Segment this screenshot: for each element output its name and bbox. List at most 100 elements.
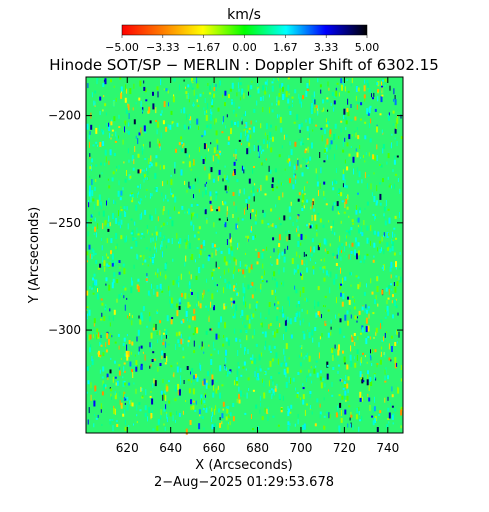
heatmap-cell [154,380,157,387]
heatmap-cell [364,160,366,163]
heatmap-cell [341,84,343,91]
heatmap-cell [314,327,317,331]
heatmap-cell [271,289,274,295]
heatmap-cell [361,232,364,237]
heatmap-cell [188,161,191,168]
heatmap-cell [243,301,246,306]
heatmap-cell [262,107,264,113]
heatmap-cell [311,202,313,209]
heatmap-cell [373,336,375,339]
heatmap-cell [351,78,353,84]
heatmap-cell [235,337,238,342]
heatmap-cell [329,413,331,419]
heatmap-cell [323,415,326,418]
heatmap-cell [101,376,104,379]
heatmap-cell [392,110,395,114]
heatmap-cell [357,316,358,319]
heatmap-cell [394,99,397,106]
heatmap-cell [251,294,254,299]
heatmap-cell [157,91,159,98]
heatmap-cell [330,140,333,145]
heatmap-cell [282,395,284,401]
heatmap-cell [271,184,274,188]
heatmap-cell [343,115,345,120]
heatmap-cell [108,315,110,321]
heatmap-cell [378,413,381,416]
heatmap-cell [262,209,264,213]
heatmap-cell [134,237,137,240]
heatmap-cell [194,327,197,333]
heatmap-cell [219,392,221,399]
heatmap-cell [339,378,342,382]
heatmap-cell [338,207,340,213]
heatmap-cell [361,306,364,311]
heatmap-cell [259,368,262,372]
heatmap-cell [354,249,356,256]
heatmap-cell [249,318,251,324]
heatmap-cell [247,349,249,355]
heatmap-cell [273,345,276,349]
heatmap-cell [101,302,104,306]
heatmap-cell [213,423,216,430]
heatmap-cell [166,413,168,419]
heatmap-cell [340,382,342,385]
heatmap-cell [241,88,244,95]
heatmap-cell [193,340,195,347]
heatmap-cell [378,240,381,244]
heatmap-cell [155,107,157,114]
heatmap-cell [142,306,145,312]
heatmap-cell [339,328,342,335]
heatmap-cell [324,248,326,252]
heatmap-cell [279,323,281,328]
heatmap-cell [200,394,203,401]
heatmap-cell [142,263,144,266]
heatmap-cell [257,145,259,152]
heatmap-cell [89,156,91,159]
heatmap-cell [311,142,313,149]
heatmap-cell [156,86,159,91]
heatmap-cell [249,303,251,309]
heatmap-cell [316,372,319,378]
heatmap-cell [205,394,206,398]
heatmap-cell [178,276,180,282]
heatmap-cell [192,333,195,336]
heatmap-cell [306,126,309,132]
heatmap-cell [319,84,322,88]
heatmap-cell [187,211,189,214]
heatmap-cell [151,283,152,289]
heatmap-cell [193,406,195,411]
heatmap-cell [237,362,239,366]
heatmap-cell [357,336,359,341]
heatmap-cell [392,294,394,298]
heatmap-cell [346,166,349,171]
heatmap-cell [225,357,227,364]
heatmap-cell [314,107,316,113]
plot-frame [85,76,404,434]
heatmap-cell [289,422,291,426]
heatmap-cell [316,181,319,187]
heatmap-cell [287,406,289,411]
heatmap-cell [157,366,159,372]
heatmap-cell [279,223,282,226]
heatmap-cell [90,394,92,401]
heatmap-cell [157,121,160,128]
heatmap-cell [223,287,224,294]
heatmap-cell [234,122,237,125]
heatmap-cell [223,269,225,275]
heatmap-cell [389,248,392,253]
heatmap-cell [278,393,281,399]
heatmap-cell [220,316,222,323]
heatmap-cell [177,211,180,214]
heatmap-cell [274,385,277,392]
heatmap-cell [367,372,369,379]
heatmap-cell [219,365,222,372]
heatmap-cell [323,160,326,163]
heatmap-cell [131,320,133,326]
heatmap-cell [198,301,200,307]
heatmap-cell [166,386,169,392]
heatmap-cell [141,171,143,177]
heatmap-cell [380,319,383,326]
heatmap-cell [365,304,367,309]
heatmap-cell [281,145,283,149]
heatmap-cell [118,114,120,119]
